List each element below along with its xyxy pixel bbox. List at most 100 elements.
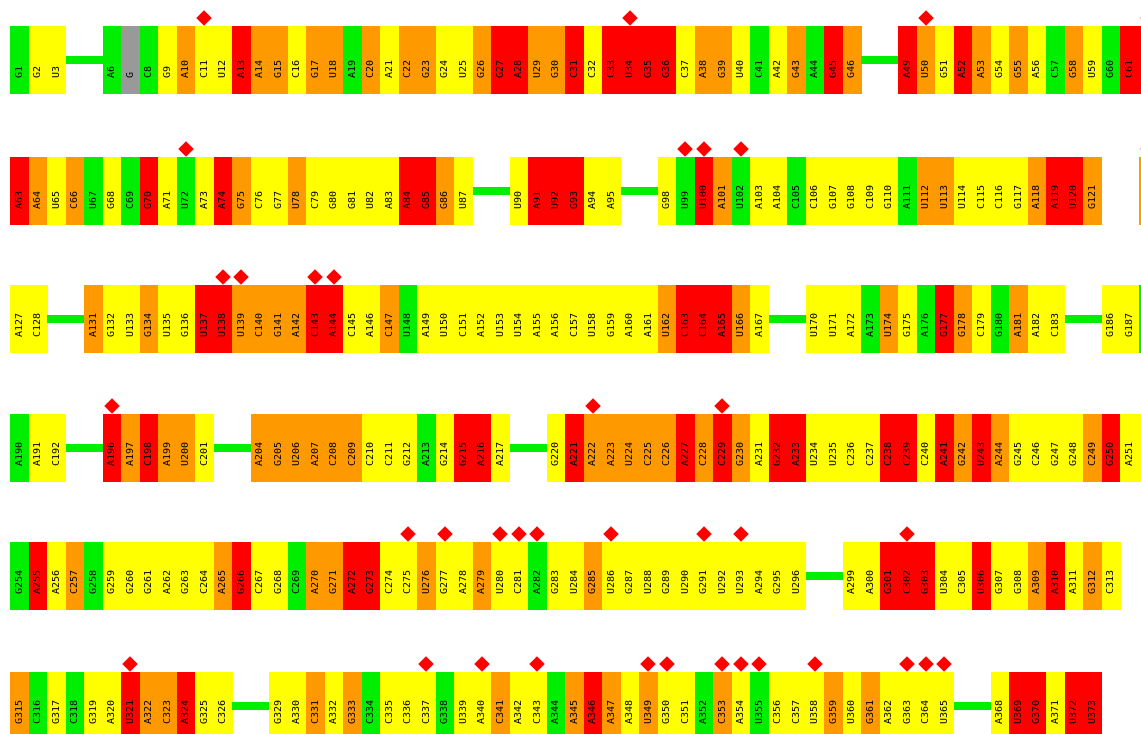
nucleotide-label: C334 — [365, 699, 377, 724]
nucleotide-label: A223 — [605, 441, 617, 466]
nucleotide-cell: U25 — [454, 26, 474, 94]
nucleotide-label: C109 — [864, 184, 876, 209]
diamond-marker-icon — [806, 656, 823, 672]
nucleotide-label: C164 — [698, 312, 710, 337]
nucleotide-cell: A91 — [528, 157, 548, 225]
nucleotide-label: A165 — [716, 312, 728, 337]
nucleotide-cell: G285 — [583, 542, 603, 610]
diamond-marker-icon — [603, 526, 620, 542]
nucleotide-label: U170 — [809, 312, 821, 337]
nucleotide-label: A38 — [698, 59, 710, 78]
nucleotide-cell: G81 — [343, 157, 363, 225]
nucleotide-label: C61 — [1123, 59, 1135, 78]
nucleotide-label: A131 — [87, 312, 99, 337]
nucleotide-cell: G248 — [1064, 414, 1084, 482]
nucleotide-label: A28 — [513, 59, 525, 78]
nucleotide-label: G159 — [605, 312, 617, 337]
nucleotide-cell: A131 — [84, 285, 104, 353]
backbone-link — [1064, 315, 1102, 323]
nucleotide-label: C147 — [383, 312, 395, 337]
nucleotide-label: C209 — [346, 441, 358, 466]
nucleotide-cell: A38 — [694, 26, 714, 94]
nucleotide-cell: G283 — [546, 542, 566, 610]
nucleotide-cell: C239 — [898, 414, 918, 482]
nucleotide-label: U224 — [624, 441, 636, 466]
nucleotide-label: A272 — [346, 569, 358, 594]
nucleotide-label: G361 — [864, 699, 876, 724]
nucleotide-label: U235 — [827, 441, 839, 466]
nucleotide-label: A213 — [420, 441, 432, 466]
nucleotide-cell: G245 — [1009, 414, 1029, 482]
nucleotide-cell: G287 — [620, 542, 640, 610]
diamond-marker-icon — [418, 656, 435, 672]
nucleotide-label: U306 — [975, 569, 987, 594]
nucleotide-label: U133 — [124, 312, 136, 337]
nucleotide-label: G15 — [272, 59, 284, 78]
nucleotide-label: A156 — [550, 312, 562, 337]
nucleotide-label: U90 — [513, 190, 525, 209]
nucleotide-label: G259 — [106, 569, 118, 594]
nucleotide-cell: A156 — [546, 285, 566, 353]
nucleotide-label: U200 — [180, 441, 192, 466]
nucleotide-cell: G307 — [990, 542, 1010, 610]
nucleotide-cell: G27 — [491, 26, 511, 94]
nucleotide-cell: G46 — [842, 26, 862, 94]
nucleotide-cell: G273 — [361, 542, 381, 610]
nucleotide-label: U153 — [494, 312, 506, 337]
nucleotide-cell: C143 — [306, 285, 326, 353]
nucleotide-label: A204 — [254, 441, 266, 466]
nucleotide-cell: A221 — [565, 414, 585, 482]
nucleotide-cell: C61 — [1120, 26, 1140, 94]
nucleotide-cell: A119 — [1046, 157, 1066, 225]
nucleotide-cell: A241 — [935, 414, 955, 482]
diamond-marker-icon — [103, 398, 120, 414]
nucleotide-cell: A278 — [454, 542, 474, 610]
nucleotide-cell: C225 — [639, 414, 659, 482]
nucleotide-cell: U92 — [546, 157, 566, 225]
nucleotide-label: G260 — [124, 569, 136, 594]
nucleotide-cell: G215 — [454, 414, 474, 482]
nucleotide-label: G23 — [420, 59, 432, 78]
nucleotide-cell: A204 — [250, 414, 270, 482]
nucleotide-label: A311 — [1068, 569, 1080, 594]
nucleotide-cell: U360 — [842, 672, 862, 734]
nucleotide-cell: G187 — [1120, 285, 1140, 353]
nucleotide-cell: G350 — [657, 672, 677, 734]
nucleotide-label: G258 — [87, 569, 99, 594]
nucleotide-label: A241 — [938, 441, 950, 466]
nucleotide-cell: A332 — [324, 672, 344, 734]
nucleotide-cell: G121 — [1083, 157, 1103, 225]
nucleotide-cell: G319 — [84, 672, 104, 734]
diamond-marker-icon — [177, 141, 194, 157]
nucleotide-label: G1 — [13, 65, 25, 78]
nucleotide-cell: A352 — [694, 672, 714, 734]
nucleotide-cell: A94 — [583, 157, 603, 225]
nucleotide-cell: G58 — [1064, 26, 1084, 94]
nucleotide-cell: C157 — [565, 285, 585, 353]
nucleotide-cell: G36 — [657, 26, 677, 94]
nucleotide-cell: C331 — [306, 672, 326, 734]
nucleotide-label: G107 — [827, 184, 839, 209]
nucleotide-label: A152 — [476, 312, 488, 337]
nucleotide-cell: A63 — [10, 157, 30, 225]
nucleotide-label: G248 — [1068, 441, 1080, 466]
nucleotide-cell: U292 — [713, 542, 733, 610]
nucleotide-label: A345 — [568, 699, 580, 724]
nucleotide-cell: A42 — [768, 26, 788, 94]
diamond-marker-icon — [196, 10, 213, 26]
nucleotide-label: G312 — [1086, 569, 1098, 594]
nucleotide-label: A227 — [679, 441, 691, 466]
nucleotide-cell: A196 — [102, 414, 122, 482]
nucleotide-cell: C76 — [250, 157, 270, 225]
nucleotide-label: C151 — [457, 312, 469, 337]
diamond-marker-icon — [732, 526, 749, 542]
nucleotide-cell: G15 — [269, 26, 289, 94]
nucleotide-label: U138 — [217, 312, 229, 337]
nucleotide-label: G319 — [87, 699, 99, 724]
nucleotide-label: U99 — [679, 190, 691, 209]
nucleotide-cell: A362 — [879, 672, 899, 734]
nucleotide-label: C305 — [957, 569, 969, 594]
nucleotide-cell: G132 — [102, 285, 122, 353]
nucleotide-cell: U234 — [805, 414, 825, 482]
nucleotide-label: A346 — [587, 699, 599, 724]
